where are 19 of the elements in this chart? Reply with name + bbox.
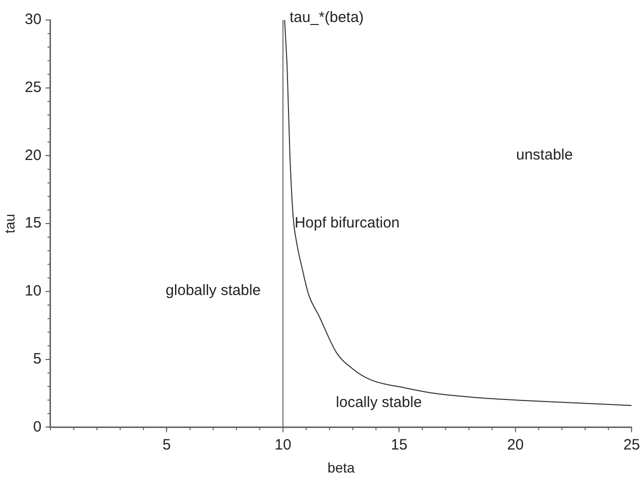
y-tick-label: 25 [24, 79, 42, 96]
x-axis-title: beta [327, 459, 355, 476]
x-tick-label: 20 [507, 436, 524, 454]
y-tick-label: 30 [24, 11, 42, 28]
annotation: locally stable [336, 394, 422, 411]
series-label: tau_*(beta) [290, 9, 364, 26]
annotation: unstable [516, 146, 573, 164]
x-tick-label: 5 [162, 436, 171, 454]
x-tick-label: 15 [390, 436, 408, 454]
y-tick-label: 15 [24, 214, 42, 232]
y-tick-label: 20 [24, 146, 42, 164]
y-tick-label: 10 [24, 282, 42, 300]
annotation: Hopf bifurcation [294, 214, 400, 232]
y-tick-label: 5 [33, 350, 42, 368]
x-tick-label: 25 [623, 436, 640, 454]
y-tick-label: 0 [33, 418, 42, 436]
x-tick-label: 10 [274, 436, 292, 454]
annotation: globally stable [166, 282, 261, 299]
y-axis-title: tau [1, 214, 18, 234]
